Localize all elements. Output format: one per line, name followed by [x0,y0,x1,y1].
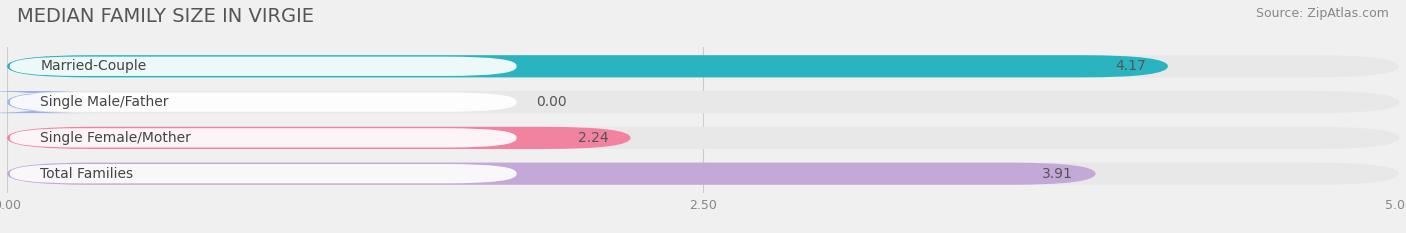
FancyBboxPatch shape [7,127,1399,149]
Text: Married-Couple: Married-Couple [41,59,146,73]
Text: MEDIAN FAMILY SIZE IN VIRGIE: MEDIAN FAMILY SIZE IN VIRGIE [17,7,314,26]
FancyBboxPatch shape [10,128,516,147]
Text: 4.17: 4.17 [1115,59,1146,73]
FancyBboxPatch shape [7,91,1399,113]
FancyBboxPatch shape [7,127,631,149]
FancyBboxPatch shape [7,55,1168,77]
FancyBboxPatch shape [7,55,1399,77]
FancyBboxPatch shape [10,57,516,76]
FancyBboxPatch shape [10,93,516,112]
FancyBboxPatch shape [7,163,1095,185]
Text: 3.91: 3.91 [1042,167,1073,181]
Text: 2.24: 2.24 [578,131,609,145]
FancyBboxPatch shape [10,164,516,183]
FancyBboxPatch shape [0,91,93,113]
Text: Single Male/Father: Single Male/Father [41,95,169,109]
Text: 0.00: 0.00 [536,95,567,109]
FancyBboxPatch shape [7,163,1399,185]
Text: Single Female/Mother: Single Female/Mother [41,131,191,145]
Text: Source: ZipAtlas.com: Source: ZipAtlas.com [1256,7,1389,20]
Text: Total Families: Total Families [41,167,134,181]
